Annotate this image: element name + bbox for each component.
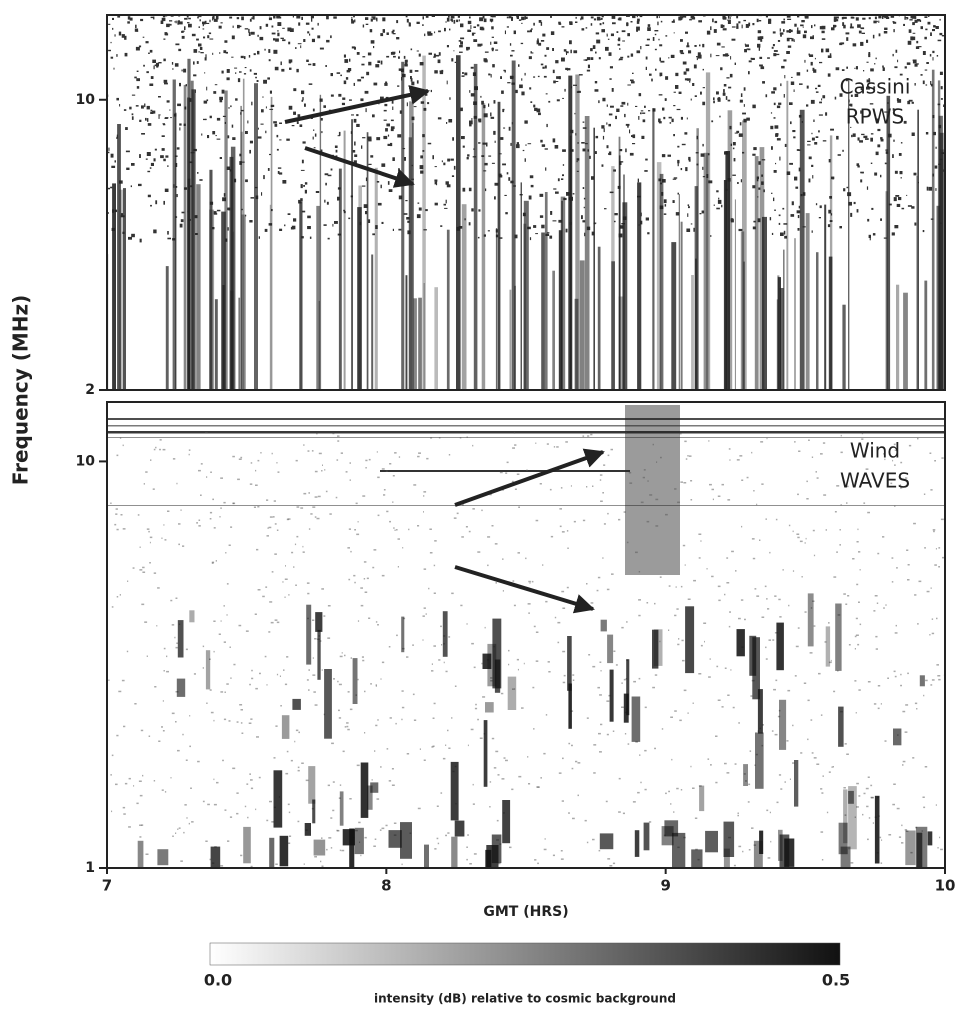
colorbar (210, 943, 840, 965)
x-tick-label: 10 (935, 877, 955, 895)
x-tick-label: 9 (660, 877, 670, 895)
y-axis-label: Frequency (MHz) (9, 295, 33, 486)
arrow (455, 452, 603, 505)
y-tick-label: 2 (85, 382, 95, 398)
colorbar-label: intensity (dB) relative to cosmic backgr… (374, 992, 676, 1006)
x-tick-label: 8 (381, 877, 391, 895)
spectrogram-texture (107, 15, 948, 390)
arrow (305, 148, 413, 184)
colorbar-tick-label: 0.5 (822, 971, 850, 990)
panel-label: RPWS (846, 105, 904, 129)
panel-label: Cassini (840, 75, 911, 99)
y-tick-label: 10 (76, 92, 96, 108)
arrows (285, 91, 603, 609)
x-tick-label: 7 (102, 877, 112, 895)
arrow (285, 91, 428, 122)
y-tick-label: 1 (85, 860, 95, 876)
panel-label: WAVES (840, 469, 910, 493)
y-tick-label: 10 (76, 453, 96, 469)
x-axis-label: GMT (HRS) (483, 904, 568, 920)
colorbar-tick-label: 0.0 (204, 971, 232, 990)
panel-label: Wind (850, 439, 900, 463)
arrow (455, 567, 593, 609)
